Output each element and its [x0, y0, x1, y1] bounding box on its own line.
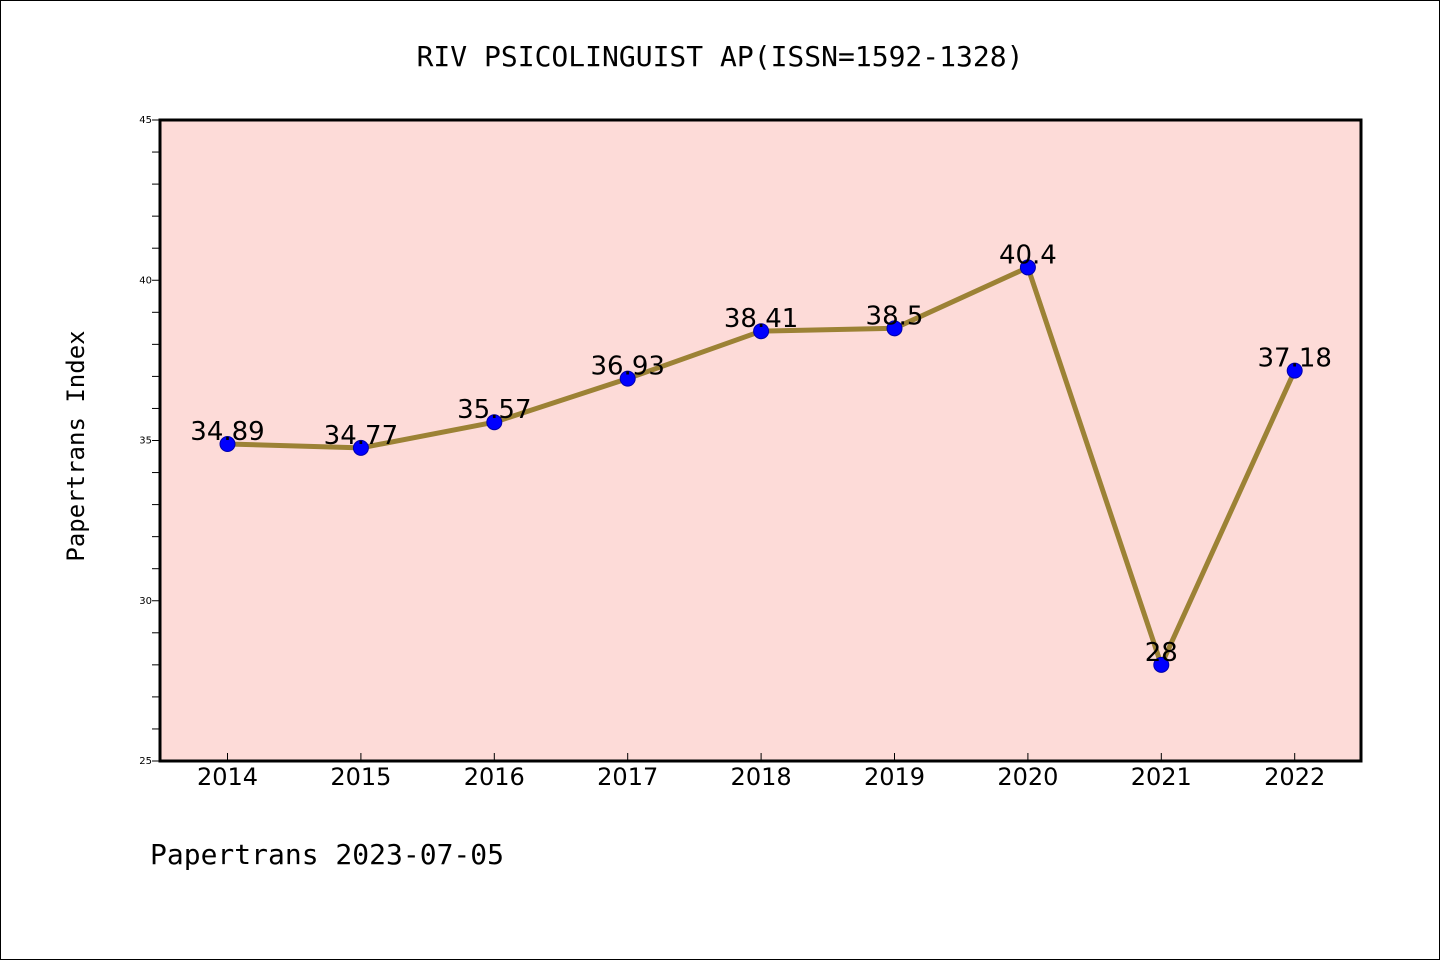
data-point — [753, 323, 770, 340]
data-markers — [219, 259, 1303, 673]
data-label: 38.5 — [866, 301, 924, 331]
plot-border — [158, 118, 1363, 763]
x-tick-label: 2015 — [330, 763, 391, 791]
data-point — [1153, 656, 1170, 673]
data-label: 35.57 — [457, 395, 531, 425]
data-point — [352, 439, 369, 456]
data-label: 40.4 — [999, 240, 1057, 270]
data-point — [219, 436, 236, 453]
y-axis-label: Papertrans Index — [62, 330, 90, 561]
footer-text: Papertrans 2023-07-05 — [150, 838, 504, 871]
y-tick-label: 30 — [139, 596, 152, 607]
y-axis: 25 30 35 40 45 — [139, 115, 160, 767]
data-point — [1286, 362, 1303, 379]
x-tick-label: 2020 — [997, 763, 1058, 791]
data-point — [486, 414, 503, 431]
data-label: 34.77 — [324, 421, 398, 451]
data-label: 36.93 — [590, 352, 664, 382]
y-tick-label: 40 — [139, 275, 152, 286]
y-tick-label: 25 — [139, 756, 152, 767]
data-label: 37.18 — [1257, 344, 1331, 374]
data-label: 38.41 — [724, 304, 798, 334]
data-point — [886, 320, 903, 337]
x-tick-label: 2014 — [197, 763, 258, 791]
x-tick-label: 2018 — [731, 763, 792, 791]
x-axis: 2014 2015 2016 2017 2018 2019 2020 2021 2022 — [197, 753, 1325, 791]
x-tick-label: 2019 — [864, 763, 925, 791]
y-tick-label: 45 — [139, 115, 152, 126]
y-tick-label: 35 — [139, 436, 152, 447]
data-labels: 34.89 34.77 35.57 36.93 38.41 38.5 40.4 28 37.18 — [190, 240, 1332, 667]
data-label: 28 — [1145, 638, 1178, 668]
chart-title: RIV PSICOLINGUIST AP(ISSN=1592-1328) — [417, 40, 1024, 73]
data-label: 34.89 — [190, 417, 264, 447]
x-tick-label: 2017 — [597, 763, 658, 791]
x-tick-label: 2016 — [464, 763, 525, 791]
x-tick-label: 2022 — [1264, 763, 1325, 791]
x-tick-label: 2021 — [1131, 763, 1192, 791]
data-point — [619, 370, 636, 387]
data-point — [1019, 259, 1036, 276]
